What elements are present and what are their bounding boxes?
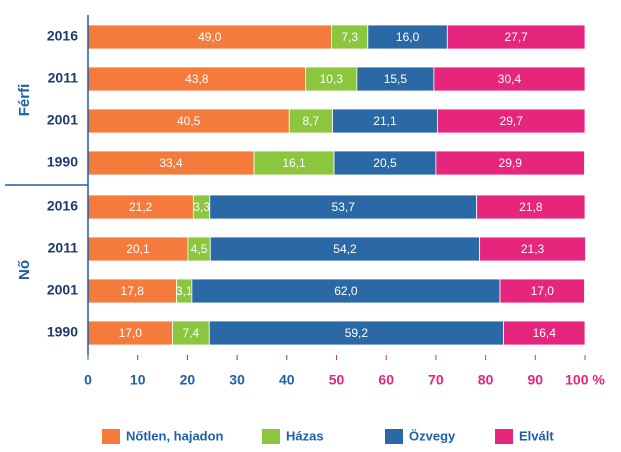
bar-segment <box>209 236 481 262</box>
value-label: 7,4 <box>183 326 200 340</box>
value-label: 27,7 <box>504 30 528 44</box>
legend-label: Özvegy <box>409 428 456 443</box>
bar-segment <box>333 150 437 176</box>
category-label: 2016 <box>47 198 78 214</box>
value-label: 3,1 <box>176 284 193 298</box>
x-tick-label: 100 % <box>565 372 605 388</box>
bar-segment <box>172 320 210 346</box>
x-tick-label: 20 <box>180 372 196 388</box>
value-label: 21,2 <box>129 200 153 214</box>
bar-segment <box>436 108 586 134</box>
value-label: 20,5 <box>373 156 397 170</box>
bar-segment <box>87 194 194 220</box>
legend-label: Házas <box>286 428 324 443</box>
category-label: 2001 <box>47 112 78 128</box>
x-tick-label: 80 <box>478 372 494 388</box>
x-tick-label: 0 <box>84 372 92 388</box>
bar-segment <box>87 278 177 304</box>
legend-swatch <box>495 429 513 444</box>
value-label: 29,7 <box>500 114 524 128</box>
value-label: 43,8 <box>185 72 209 86</box>
value-label: 21,8 <box>519 200 543 214</box>
bar-segment <box>331 24 369 50</box>
value-label: 3,3 <box>193 200 210 214</box>
x-tick-label: 50 <box>329 372 345 388</box>
category-label: 2001 <box>47 282 78 298</box>
value-label: 49,0 <box>198 30 222 44</box>
bar-segment <box>479 236 586 262</box>
x-tick-label: 70 <box>428 372 444 388</box>
bar-segment <box>253 150 335 176</box>
value-label: 17,8 <box>121 284 145 298</box>
bar-segment <box>499 278 585 304</box>
value-label: 40,5 <box>177 114 201 128</box>
value-label: 16,4 <box>533 326 557 340</box>
value-label: 33,4 <box>159 156 183 170</box>
value-label: 16,0 <box>396 30 420 44</box>
value-label: 20,1 <box>126 242 150 256</box>
bar-segment <box>208 320 504 346</box>
value-label: 17,0 <box>119 326 143 340</box>
group-label: Nő <box>16 260 33 280</box>
value-label: 7,3 <box>341 30 358 44</box>
bar-segment <box>446 24 586 50</box>
category-label: 2011 <box>48 240 79 256</box>
value-label: 59,2 <box>345 326 369 340</box>
legend-label: Elvált <box>519 428 554 443</box>
value-label: 16,1 <box>282 156 306 170</box>
value-label: 54,2 <box>333 242 357 256</box>
bar-segment <box>503 320 586 346</box>
legend-swatch <box>385 429 403 444</box>
value-label: 21,1 <box>373 114 397 128</box>
x-tick-label: 40 <box>279 372 295 388</box>
bar-segment <box>209 194 478 220</box>
bar-segment <box>476 194 586 220</box>
x-tick-label: 90 <box>528 372 544 388</box>
value-label: 62,0 <box>334 284 358 298</box>
bar-segment <box>367 24 448 50</box>
value-label: 21,3 <box>521 242 545 256</box>
bar-segment <box>191 278 501 304</box>
legend-label: Nőtlen, hajadon <box>126 428 224 443</box>
legend-swatch <box>102 429 120 444</box>
x-tick-label: 10 <box>130 372 146 388</box>
value-label: 8,7 <box>303 114 320 128</box>
x-tick-label: 30 <box>229 372 245 388</box>
category-label: 1990 <box>47 324 78 340</box>
category-label: 2016 <box>47 28 78 44</box>
bar-segment <box>87 320 173 346</box>
value-label: 29,9 <box>499 156 523 170</box>
bar-segment <box>288 108 333 134</box>
x-tick-label: 60 <box>378 372 394 388</box>
category-label: 1990 <box>47 154 78 170</box>
value-label: 30,4 <box>498 72 522 86</box>
bar-segment <box>87 236 189 262</box>
value-label: 4,5 <box>191 242 208 256</box>
bar-segment <box>435 150 585 176</box>
value-label: 53,7 <box>332 200 356 214</box>
value-label: 17,0 <box>531 284 555 298</box>
bar-segment <box>433 66 586 92</box>
group-label: Férfi <box>16 84 33 117</box>
bar-segment <box>332 108 438 134</box>
value-label: 15,5 <box>384 72 408 86</box>
legend-swatch <box>262 429 280 444</box>
value-label: 10,3 <box>320 72 344 86</box>
category-label: 2011 <box>48 70 79 86</box>
